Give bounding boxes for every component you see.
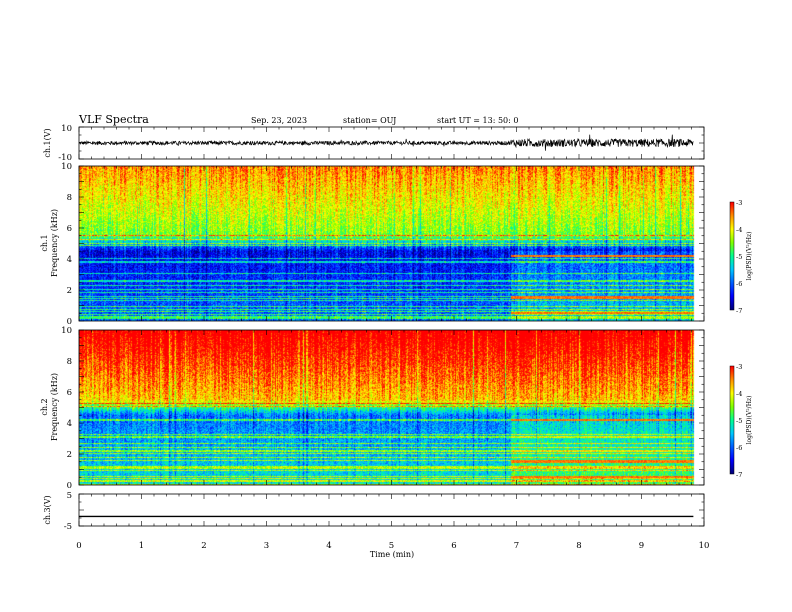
- x-tick-label-7: 7: [514, 541, 519, 551]
- ch2-spec-ytick-10: 10: [61, 326, 72, 336]
- ch1-ytick-top: 10: [61, 124, 72, 134]
- spectrogram-ch1-heatmap: [79, 166, 704, 321]
- ch1-spec-ytick-2: 2: [67, 286, 72, 296]
- colorbar-ch1-gradient: [730, 202, 734, 310]
- ch3-waveform-ylabel: ch.3(V): [43, 495, 52, 524]
- ch1-waveform-ylabel: ch.1(V): [43, 128, 52, 157]
- spectrogram-ch1-image-holder: [79, 166, 704, 321]
- ch2-spec-ytick-8: 8: [67, 357, 72, 367]
- x-tick-label-1: 1: [139, 541, 144, 551]
- spectrogram-ch1-yticks: 0 2 4 6 8 10: [61, 162, 72, 327]
- ch1-spec-ylabel-line1: ch.1: [40, 234, 49, 251]
- cb2-tick-3: -3: [736, 363, 742, 371]
- ch1-spec-ytick-4: 4: [67, 255, 72, 265]
- x-tick-label-6: 6: [451, 541, 456, 551]
- x-tick-label-3: 3: [264, 541, 269, 551]
- spectrogram-ch1-panel: 0 2 4 6 8 10 ch.1 Frequency (kHz): [40, 162, 705, 327]
- x-tick-label-5: 5: [389, 541, 394, 551]
- ch2-spec-ytick-0: 0: [67, 481, 72, 491]
- ch1-ytick-bottom: -10: [58, 153, 72, 163]
- colorbar-ch2-gradient: [730, 366, 734, 474]
- spectrogram-ch2-panel: 0 2 4 6 8 10 ch.2 Frequency (kHz): [40, 326, 705, 491]
- waveform-ch3-panel: 5 -5 ch.3(V): [43, 491, 705, 532]
- spectrogram-ch2-heatmap: [79, 330, 704, 485]
- ch3-ytick-bottom: -5: [64, 522, 72, 532]
- ch2-spec-ylabel-line1: ch.2: [40, 398, 49, 415]
- x-tick-label-8: 8: [576, 541, 581, 551]
- colorbar-ch1: -3 -4 -5 -6 -7 log(PSD)(V²/Hz): [729, 199, 753, 315]
- cb2-tick-6: -6: [736, 444, 742, 452]
- waveform-ch1-ticks: [78, 126, 705, 160]
- ch2-spec-ytick-6: 6: [67, 388, 72, 398]
- x-tick-label-9: 9: [639, 541, 644, 551]
- ch1-spec-ytick-0: 0: [67, 317, 72, 327]
- cb1-tick-7: -7: [736, 307, 742, 315]
- ch1-spec-ytick-10: 10: [61, 162, 72, 172]
- cb1-tick-6: -6: [736, 280, 742, 288]
- x-tick-label-0: 0: [76, 541, 81, 551]
- date-label: Sep. 23, 2023: [251, 116, 307, 125]
- colorbar-ch2-frame: [729, 365, 735, 475]
- x-axis-tick-labels: 0 1 2 3 4 5 6 7 8 9 10: [76, 541, 709, 551]
- x-tick-label-4: 4: [326, 541, 331, 551]
- cb1-tick-5: -5: [736, 253, 742, 261]
- colorbar-ch2-holder: [730, 366, 734, 474]
- ch2-spec-ytick-2: 2: [67, 450, 72, 460]
- waveform-ch1-panel: 10 -10 ch.1(V): [43, 124, 705, 163]
- x-tick-label-2: 2: [201, 541, 206, 551]
- start-time-label: start UT = 13: 50: 0: [437, 116, 518, 125]
- ch2-spec-ylabel-line2: Frequency (kHz): [50, 373, 59, 441]
- colorbar-ch2: -3 -4 -5 -6 -7 log(PSD)(V²/Hz): [729, 363, 753, 479]
- spectrogram-ch2-yticks: 0 2 4 6 8 10: [61, 326, 72, 491]
- cb1-tick-4: -4: [736, 226, 742, 234]
- colorbar-ch1-frame: [729, 201, 735, 311]
- figure-title: VLF Spectra: [78, 113, 149, 126]
- cb2-tick-4: -4: [736, 390, 742, 398]
- ch1-spec-ytick-6: 6: [67, 224, 72, 234]
- cb1-tick-3: -3: [736, 199, 742, 207]
- spectrogram-ch2-ticks: [78, 329, 705, 486]
- ch1-spec-ylabel-line2: Frequency (kHz): [50, 209, 59, 277]
- spectrogram-ch1-ticks: [78, 165, 705, 322]
- x-axis-label: Time (min): [370, 550, 414, 559]
- cb2-tick-5: -5: [736, 417, 742, 425]
- ch2-spec-ytick-4: 4: [67, 419, 72, 429]
- colorbar-ch2-label: log(PSD)(V²/Hz): [746, 396, 753, 445]
- colorbar-ch1-holder: [730, 202, 734, 310]
- waveform-ch1-trace: [78, 134, 694, 151]
- colorbar-ch1-label: log(PSD)(V²/Hz): [746, 232, 753, 281]
- station-label: station= OUJ: [343, 116, 396, 125]
- ch3-ytick-top: 5: [67, 491, 72, 501]
- ch1-spec-ytick-8: 8: [67, 193, 72, 203]
- x-tick-label-10: 10: [699, 541, 710, 551]
- cb2-tick-7: -7: [736, 471, 742, 479]
- waveform-ch3-ticks: [78, 493, 705, 527]
- spectrogram-ch2-image-holder: [79, 330, 704, 485]
